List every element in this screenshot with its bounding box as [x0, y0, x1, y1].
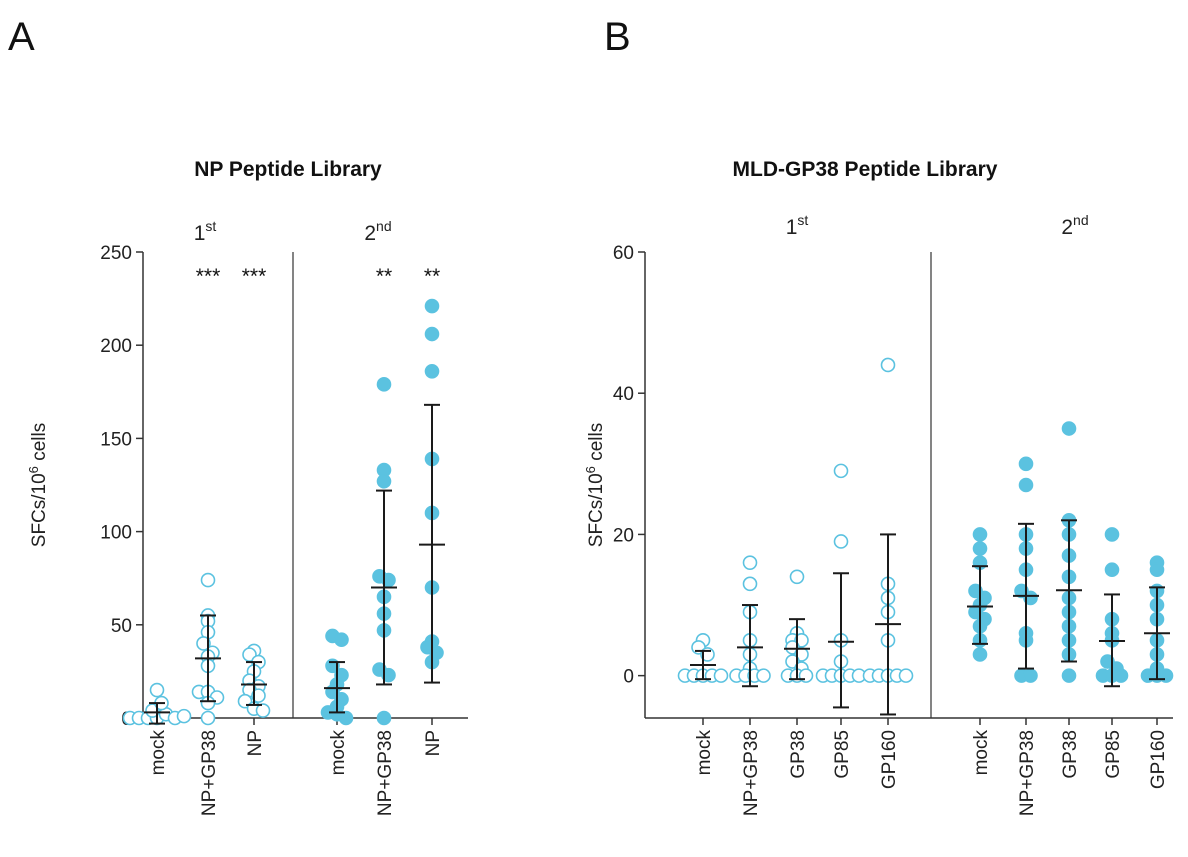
data-point: [381, 667, 396, 683]
data-point: [1061, 421, 1077, 436]
y-axis-label: SFCs/106 cells: [26, 423, 50, 547]
category-label: GP85: [1103, 730, 1124, 779]
category-label: mock: [148, 730, 169, 776]
group-label: 1st: [786, 212, 809, 239]
y-tick-label: 50: [111, 616, 132, 637]
data-point: [149, 682, 165, 698]
data-point: [972, 527, 988, 542]
panel-letter-a: A: [8, 15, 35, 59]
data-point: [424, 298, 440, 314]
panel-letter-b: B: [604, 15, 631, 59]
data-point: [376, 377, 392, 392]
y-axis-label: SFCs/106 cells: [583, 423, 607, 547]
significance-label: ***: [196, 265, 221, 288]
data-point: [742, 555, 758, 570]
category-label: GP85: [832, 730, 853, 779]
data-point: [376, 473, 392, 489]
data-point: [713, 668, 729, 683]
significance-label: ***: [242, 265, 267, 288]
chart-title: NP Peptide Library: [194, 158, 382, 181]
data-point: [756, 668, 771, 683]
category-label: mock: [971, 730, 992, 776]
data-point: [334, 632, 349, 648]
group-label: 1st: [194, 218, 217, 245]
data-point: [1113, 668, 1129, 683]
category-label: NP+GP38: [741, 730, 762, 816]
data-point: [196, 636, 211, 651]
data-point: [1061, 668, 1077, 683]
category-label: NP+GP38: [1017, 730, 1038, 816]
data-point: [1018, 477, 1034, 493]
y-tick-label: 60: [613, 243, 634, 264]
data-point: [200, 572, 216, 588]
category-label: mock: [328, 730, 349, 776]
data-point: [176, 708, 192, 724]
data-point: [338, 710, 354, 726]
data-point: [789, 569, 805, 585]
y-tick-label: 40: [613, 384, 634, 405]
chart-mld-gp38-peptide-library: MLD-GP38 Peptide Library 0 20 40 60 SFCs/106 …: [583, 158, 1174, 816]
group-label: 2nd: [364, 218, 391, 245]
data-point: [1149, 562, 1165, 578]
data-point: [898, 668, 914, 683]
data-point: [424, 326, 440, 342]
significance-label: **: [424, 265, 440, 288]
y-tick-label: 20: [613, 525, 634, 546]
data-point: [200, 710, 216, 726]
data-point: [742, 576, 758, 592]
y-tick-label: 0: [623, 667, 634, 688]
group-label: 2nd: [1061, 212, 1088, 239]
significance-label: **: [376, 265, 392, 288]
y-tick-label: 150: [100, 429, 132, 450]
data-point: [424, 363, 440, 379]
chart-title: MLD-GP38 Peptide Library: [733, 158, 998, 181]
y-tick-label: 100: [100, 523, 132, 544]
category-label: GP160: [1148, 730, 1169, 789]
data-point: [972, 647, 988, 662]
category-label: NP: [245, 730, 266, 756]
chart-np-peptide-library: NP Peptide Library050100150200250SFCs/10…: [26, 158, 468, 816]
category-label: NP: [423, 730, 444, 756]
data-point: [798, 668, 814, 683]
data-point: [376, 710, 392, 726]
category-label: GP38: [1060, 730, 1081, 779]
y-tick-label: 200: [100, 336, 132, 357]
data-point: [972, 541, 988, 556]
y-tick-label: 250: [100, 243, 132, 264]
category-label: mock: [694, 730, 715, 776]
data-point: [251, 688, 266, 703]
data-point: [1023, 590, 1038, 606]
data-point: [1018, 456, 1034, 472]
category-label: GP160: [879, 730, 900, 789]
category-label: NP+GP38: [375, 730, 396, 816]
category-label: GP38: [788, 730, 809, 779]
data-point: [1023, 668, 1038, 683]
data-point: [833, 463, 849, 479]
data-point: [1104, 562, 1120, 578]
category-label: NP+GP38: [199, 730, 220, 816]
data-point: [1104, 527, 1120, 542]
data-point: [833, 534, 849, 549]
data-point: [880, 357, 896, 373]
data-point: [255, 703, 271, 718]
data-point: [1158, 668, 1174, 683]
